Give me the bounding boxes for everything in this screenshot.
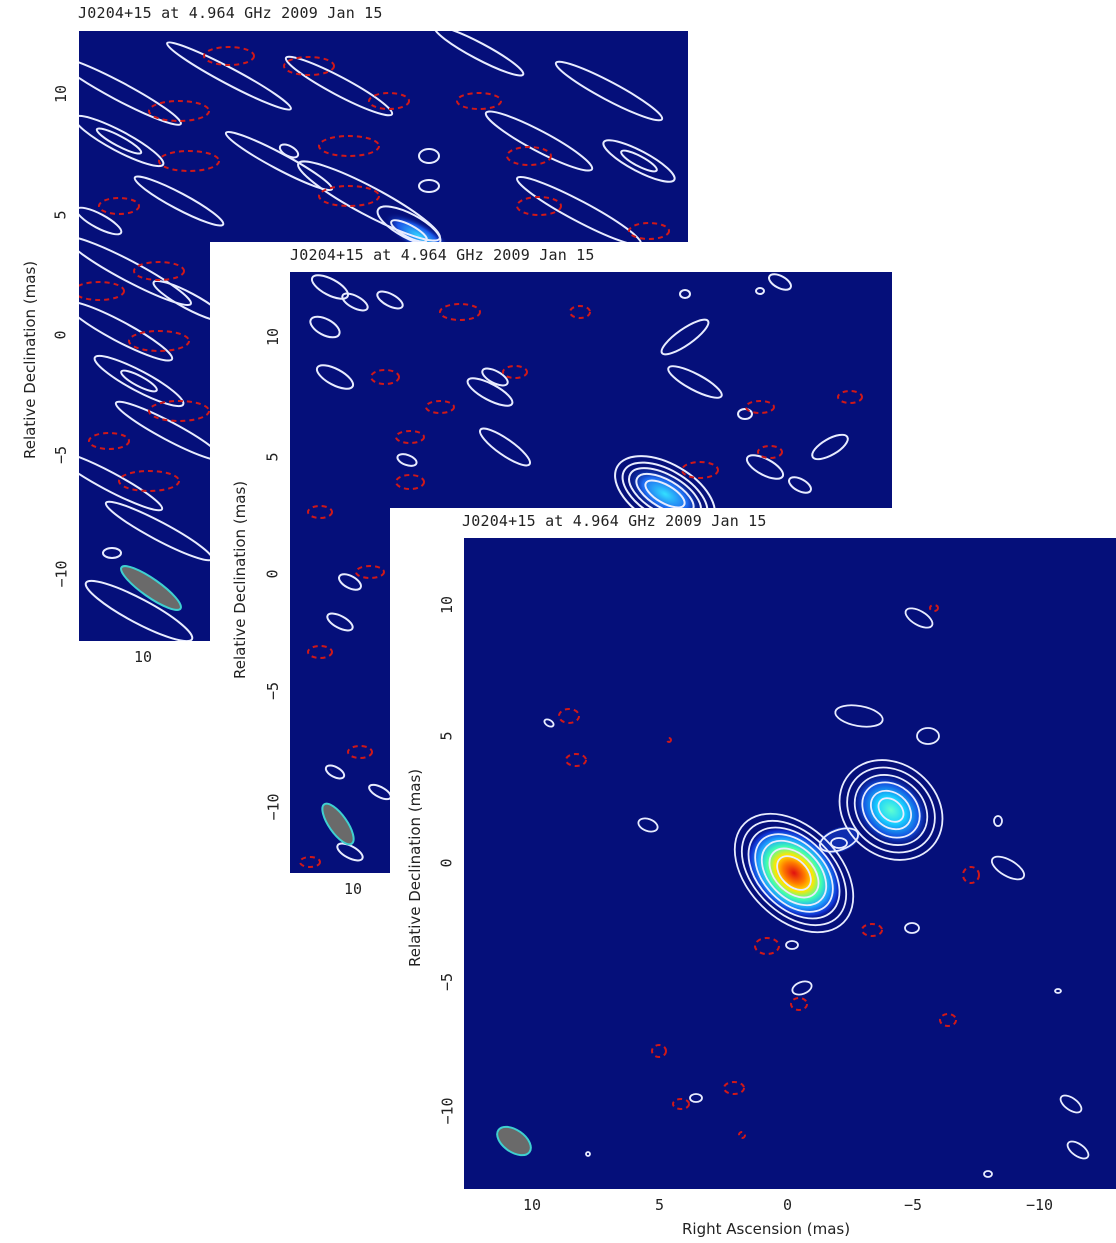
y-tick-label: 5 (437, 731, 456, 741)
x-tick-label: −10 (1026, 1196, 1054, 1214)
contour-map (464, 538, 1116, 1189)
y-tick-label: −5 (438, 972, 457, 992)
image-panel-3: J0204+15 at 4.964 GHz 2009 Jan 15 (390, 508, 1116, 1243)
y-tick-label: 0 (263, 569, 282, 579)
y-tick-label: 0 (51, 330, 70, 340)
x-tick-label: 5 (655, 1196, 665, 1214)
x-axis-label: Right Ascension (mas) (682, 1220, 851, 1238)
y-axis-label: Relative Declination (mas) (406, 768, 424, 967)
y-tick-label: −10 (264, 793, 283, 821)
y-tick-label: 10 (264, 327, 283, 347)
y-tick-label: −5 (264, 681, 283, 701)
x-tick-label: 10 (344, 880, 363, 898)
y-axis-label: Relative Declination (mas) (231, 480, 249, 679)
beam-ellipse (321, 802, 355, 846)
y-tick-label: −10 (438, 1097, 457, 1125)
y-axis-label: Relative Declination (mas) (21, 260, 39, 459)
panel-title: J0204+15 at 4.964 GHz 2009 Jan 15 (462, 512, 767, 530)
x-tick-label: 0 (783, 1196, 793, 1214)
x-tick-label: −5 (904, 1196, 923, 1214)
x-tick-label: 10 (134, 648, 153, 666)
beam-ellipse (120, 565, 182, 611)
radio-map-plot (464, 538, 1116, 1189)
y-tick-label: −5 (52, 445, 71, 465)
x-tick-label: 10 (523, 1196, 542, 1214)
y-tick-label: 10 (52, 84, 71, 104)
panel-title: J0204+15 at 4.964 GHz 2009 Jan 15 (78, 4, 383, 22)
panel-title: J0204+15 at 4.964 GHz 2009 Jan 15 (290, 246, 595, 264)
y-tick-label: −10 (52, 560, 71, 588)
beam-ellipse (496, 1125, 532, 1157)
y-tick-label: 0 (437, 858, 456, 868)
y-tick-label: 5 (263, 452, 282, 462)
y-tick-label: 5 (51, 210, 70, 220)
y-tick-label: 10 (438, 595, 457, 615)
